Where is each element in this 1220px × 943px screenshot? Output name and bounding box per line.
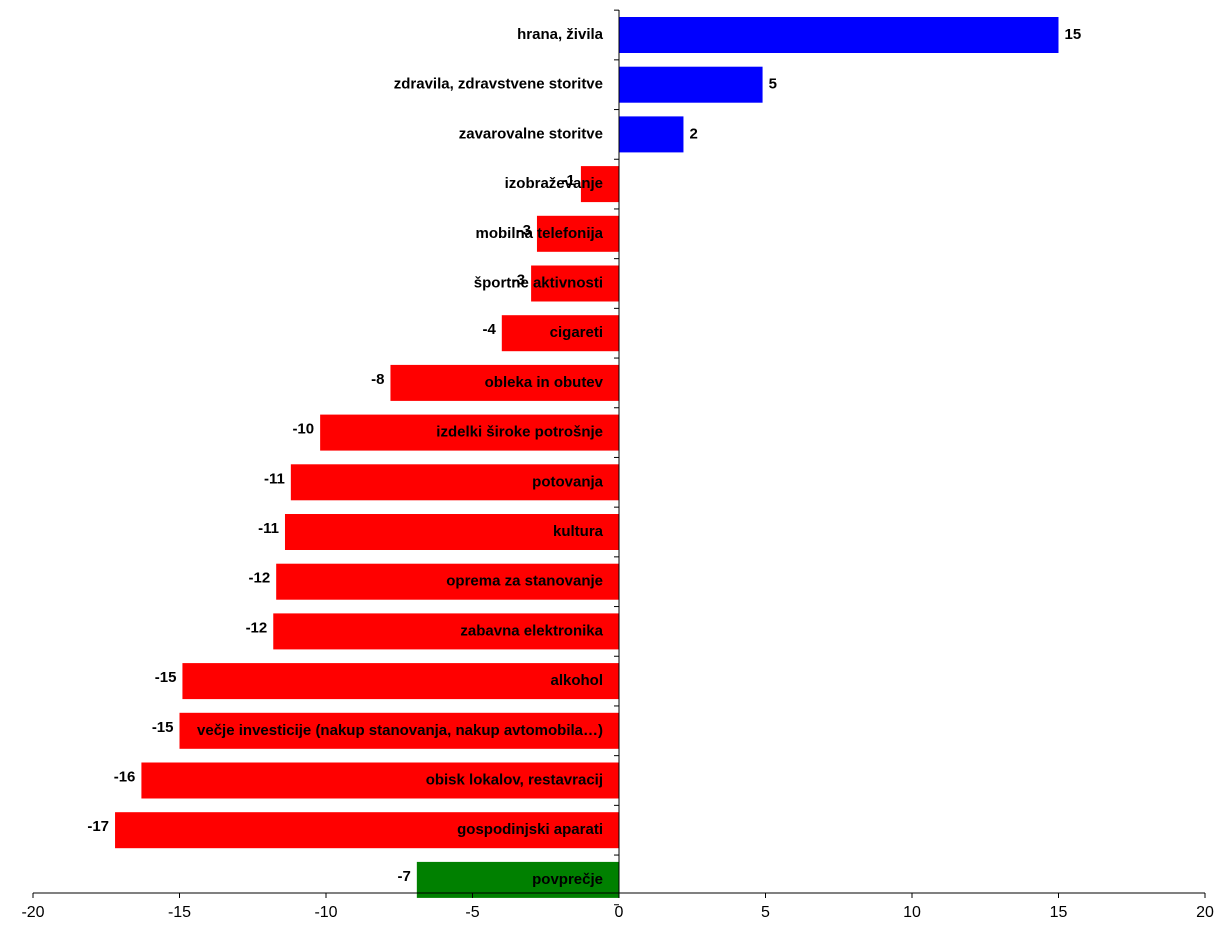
- bar-5: [531, 265, 619, 302]
- x-tick-label-0: -20: [21, 904, 44, 921]
- category-label-7: obleka in obutev: [485, 374, 604, 391]
- data-label-13: -15: [155, 669, 177, 686]
- bar-12: [273, 613, 619, 650]
- category-label-8: izdelki široke potrošnje: [436, 424, 603, 441]
- data-label-10: -11: [258, 520, 279, 537]
- bar-9: [290, 464, 619, 501]
- category-label-9: potovanja: [532, 473, 603, 490]
- category-label-0: hrana, živila: [517, 26, 604, 43]
- bar-13: [182, 663, 619, 700]
- category-label-3: izobraževanje: [505, 175, 603, 192]
- x-tick-label-3: -5: [465, 904, 479, 921]
- bar-4: [536, 215, 619, 252]
- data-label-8: -10: [292, 421, 314, 438]
- x-tick-label-6: 10: [903, 904, 921, 921]
- bar-15: [141, 762, 619, 799]
- bars-layer: [115, 17, 1059, 898]
- data-label-12: -12: [246, 619, 268, 636]
- bar-17: [416, 861, 619, 898]
- data-label-0: 15: [1065, 26, 1082, 43]
- bar-14: [179, 712, 619, 749]
- bar-0: [619, 17, 1059, 53]
- bar-8: [320, 414, 619, 451]
- data-label-4: -3: [518, 222, 531, 239]
- data-label-3: -1: [562, 172, 575, 189]
- category-label-6: cigareti: [550, 324, 603, 341]
- data-label-2: 2: [689, 125, 697, 142]
- category-label-2: zavarovalne storitve: [459, 125, 603, 142]
- data-label-15: -16: [114, 768, 136, 785]
- bar-7: [390, 364, 619, 401]
- bar-16: [115, 812, 619, 849]
- bar-11: [276, 563, 619, 600]
- category-label-10: kultura: [553, 523, 604, 540]
- bar-6: [501, 315, 619, 352]
- category-label-13: alkohol: [550, 672, 603, 689]
- bar-2: [619, 116, 684, 153]
- data-label-11: -12: [249, 570, 271, 587]
- bar-10: [284, 514, 619, 550]
- x-tick-label-1: -15: [168, 904, 191, 921]
- category-label-1: zdravila, zdravstvene storitve: [394, 76, 603, 93]
- category-label-17: povprečje: [532, 871, 603, 888]
- data-label-7: -8: [371, 371, 384, 388]
- category-label-12: zabavna elektronika: [460, 622, 603, 639]
- category-label-15: obisk lokalov, restavracij: [426, 771, 603, 788]
- data-label-16: -17: [87, 818, 109, 835]
- x-tick-label-4: 0: [615, 904, 624, 921]
- data-label-17: -7: [397, 868, 410, 885]
- bar-1: [619, 66, 763, 103]
- category-label-14: večje investicije (nakup stanovanja, nak…: [197, 722, 603, 739]
- category-label-5: športne aktivnosti: [474, 274, 603, 291]
- x-tick-label-7: 15: [1050, 904, 1068, 921]
- category-label-16: gospodinjski aparati: [457, 821, 603, 838]
- data-label-1: 5: [769, 76, 777, 93]
- data-label-5: -3: [512, 271, 525, 288]
- x-tick-label-5: 5: [761, 904, 770, 921]
- data-label-9: -11: [264, 470, 285, 487]
- category-label-11: oprema za stanovanje: [446, 573, 603, 590]
- x-axis: -20 -15 -10 -5 0 5 10 15 20: [21, 9, 1214, 921]
- labels-layer: 15 hrana, živila 5 zdravila, zdravstvene st…: [87, 26, 1081, 888]
- data-label-6: -4: [482, 321, 496, 338]
- bar-3: [580, 166, 619, 203]
- x-tick-label-8: 20: [1196, 904, 1214, 921]
- x-tick-label-2: -10: [314, 904, 337, 921]
- category-label-4: mobilna telefonija: [475, 225, 603, 242]
- data-label-14: -15: [152, 719, 174, 736]
